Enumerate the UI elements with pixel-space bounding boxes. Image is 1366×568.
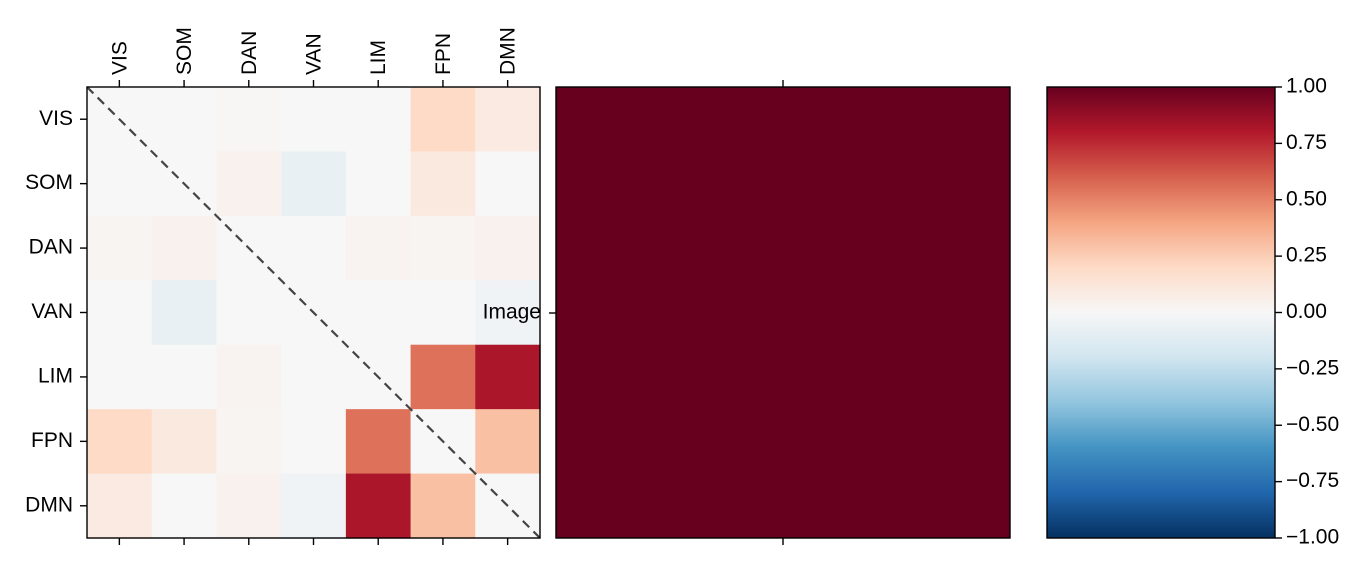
heatmap-cell: [151, 87, 218, 153]
heatmap-cell: [281, 215, 347, 281]
colorbar-tick-label: −0.50: [1286, 413, 1339, 436]
x-tick-label: SOM: [173, 27, 196, 75]
x-tick-label: FPN: [432, 33, 455, 75]
heatmap-cell: [216, 151, 282, 217]
heatmap-cell: [345, 280, 412, 346]
heatmap-cell: [345, 473, 412, 539]
heatmap-cell: [151, 409, 218, 475]
diagonal-dashed-line: [86, 86, 541, 539]
heatmap-cell: [87, 151, 153, 217]
colorbar-tick-label: 0.75: [1286, 131, 1327, 154]
heatmap-cell: [87, 344, 153, 410]
y-tick-label: DMN: [25, 493, 73, 516]
colorbar: 1.00 0.75 0.50 0.25 0.00 −0.25 −0.50 −0.75 −1.00: [1046, 75, 1339, 549]
x-tick-label: LIM: [367, 40, 390, 75]
y-tick-label: SOM: [25, 171, 73, 194]
network-heatmap-panel: VIS VIS SOM SOM DAN DAN VAN VAN LIM LIM FPN FPN DMN D…: [25, 27, 541, 545]
heatmap-cell: [151, 215, 218, 281]
image-heatmap-panel: Image: [483, 80, 1011, 545]
heatmap-cell: [281, 409, 347, 475]
image-row-label: Image: [483, 301, 541, 324]
colorbar-tick-label: 1.00: [1286, 75, 1327, 98]
heatmap-cell: [216, 409, 282, 475]
x-tick-label: DAN: [238, 31, 261, 75]
heatmap-cell: [410, 344, 476, 410]
colorbar-tick-label: −0.75: [1286, 469, 1339, 492]
heatmap-cell: [475, 280, 541, 346]
heatmap-ticks: VIS VIS SOM SOM DAN DAN VAN VAN LIM LIM FPN FPN DMN D…: [25, 27, 520, 545]
y-tick-label: VAN: [31, 300, 73, 323]
heatmap-cell: [475, 87, 541, 153]
heatmap-cell: [151, 473, 218, 539]
heatmap-cell: [281, 151, 347, 217]
heatmap-cell: [345, 409, 412, 475]
colorbar-tick-label: 0.00: [1286, 300, 1327, 323]
colorbar-tick-label: 0.25: [1286, 244, 1327, 267]
colorbar-gradient: [1047, 87, 1275, 538]
heatmap-cell: [281, 87, 347, 153]
heatmap-cell: [410, 215, 476, 281]
heatmap-cell: [410, 87, 476, 153]
heatmap-cell: [281, 473, 347, 539]
heatmap-cells: [87, 87, 541, 539]
colorbar-tick-label: 0.50: [1286, 187, 1327, 210]
heatmap-cell: [87, 473, 153, 539]
x-tick-label: VIS: [108, 41, 131, 75]
heatmap-cell: [410, 280, 476, 346]
heatmap-cell: [475, 409, 541, 475]
colorbar-tick-label: −0.25: [1286, 356, 1339, 379]
heatmap-cell: [281, 344, 347, 410]
y-tick-label: DAN: [29, 236, 73, 259]
heatmap-cell: [345, 215, 412, 281]
heatmap-cell: [410, 151, 476, 217]
heatmap-cell: [216, 344, 282, 410]
heatmap-cell: [345, 87, 412, 153]
colorbar-tick-label: −1.00: [1286, 526, 1339, 549]
heatmap-cell: [87, 409, 153, 475]
heatmap-cell: [475, 215, 541, 281]
heatmap-cell: [475, 344, 541, 410]
y-tick-label: FPN: [31, 429, 73, 452]
heatmap-cell: [216, 280, 282, 346]
heatmap-cell: [151, 344, 218, 410]
x-tick-label: VAN: [303, 33, 326, 75]
heatmap-cell: [216, 87, 282, 153]
heatmap-cell: [410, 473, 476, 539]
image-cell: [556, 87, 1010, 538]
heatmap-cell: [475, 151, 541, 217]
colorbar-ticks: 1.00 0.75 0.50 0.25 0.00 −0.25 −0.50 −0.75 −1.00: [1275, 75, 1339, 549]
x-tick-label: DMN: [497, 27, 520, 75]
heatmap-cell: [87, 215, 153, 281]
y-tick-label: VIS: [39, 107, 73, 130]
heatmap-cell: [151, 280, 218, 346]
heatmap-cell: [87, 280, 153, 346]
heatmap-cell: [216, 473, 282, 539]
heatmap-cell: [345, 151, 412, 217]
y-tick-label: LIM: [38, 364, 73, 387]
